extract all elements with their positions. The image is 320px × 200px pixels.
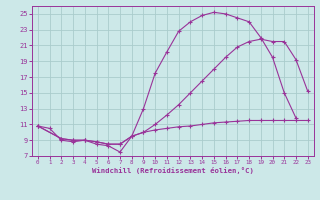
X-axis label: Windchill (Refroidissement éolien,°C): Windchill (Refroidissement éolien,°C): [92, 167, 254, 174]
